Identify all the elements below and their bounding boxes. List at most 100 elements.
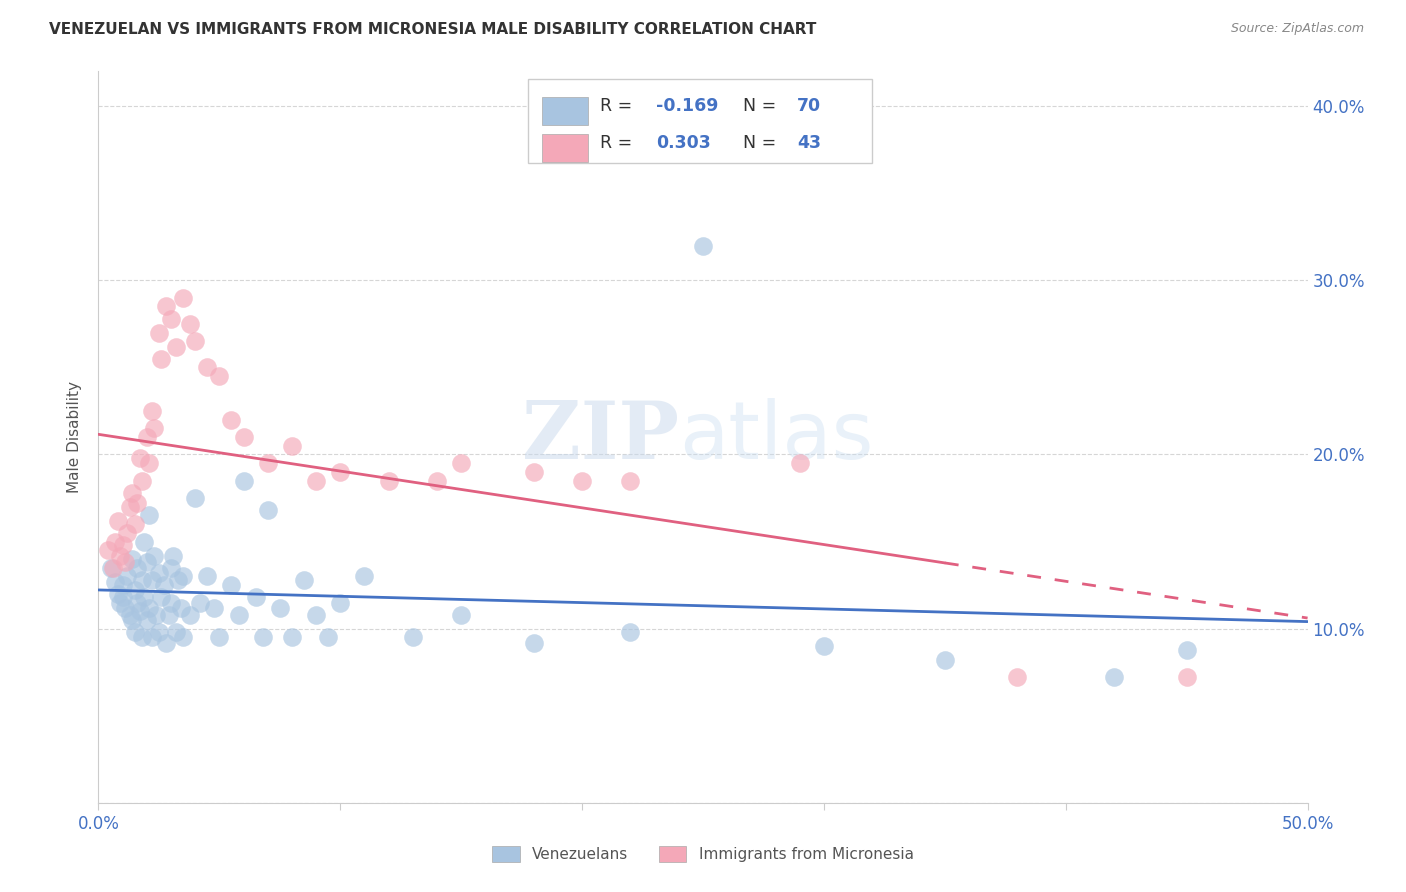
- Point: [124, 583, 146, 598]
- Bar: [527, 78, 872, 163]
- Point: [169, 600, 191, 615]
- Text: ZIP: ZIP: [522, 398, 679, 476]
- Point: [124, 625, 146, 640]
- Point: [162, 549, 184, 563]
- Point: [148, 625, 170, 640]
- Text: Source: ZipAtlas.com: Source: ZipAtlas.com: [1230, 22, 1364, 36]
- Point: [100, 560, 122, 574]
- Point: [281, 439, 304, 453]
- Point: [111, 578, 134, 592]
- Y-axis label: Male Disability: Male Disability: [67, 381, 83, 493]
- Point: [523, 465, 546, 479]
- Point: [450, 456, 472, 470]
- Point: [245, 591, 267, 605]
- Point: [1175, 642, 1198, 657]
- Point: [135, 613, 157, 627]
- Point: [138, 456, 160, 470]
- Point: [692, 238, 714, 252]
- Bar: [543, 96, 588, 125]
- Point: [204, 600, 226, 615]
- Point: [377, 474, 399, 488]
- Point: [134, 534, 156, 549]
- Point: [160, 311, 183, 326]
- Point: [450, 607, 472, 622]
- Text: 0.303: 0.303: [655, 134, 710, 152]
- Point: [134, 591, 156, 605]
- Point: [167, 573, 190, 587]
- Point: [101, 560, 124, 574]
- Point: [104, 534, 127, 549]
- Point: [127, 496, 149, 510]
- Point: [111, 538, 134, 552]
- Point: [281, 631, 304, 645]
- Text: R =: R =: [600, 96, 638, 114]
- Point: [1007, 670, 1029, 684]
- Point: [1102, 670, 1125, 684]
- Point: [619, 625, 641, 640]
- Point: [121, 552, 143, 566]
- Point: [228, 607, 250, 622]
- Point: [165, 625, 187, 640]
- Point: [127, 560, 149, 574]
- Point: [141, 573, 163, 587]
- Text: N =: N =: [742, 134, 782, 152]
- Text: N =: N =: [742, 96, 782, 114]
- Point: [141, 404, 163, 418]
- Point: [114, 556, 136, 570]
- Point: [160, 560, 183, 574]
- Point: [523, 635, 546, 649]
- Point: [135, 430, 157, 444]
- Point: [128, 450, 150, 465]
- Point: [107, 587, 129, 601]
- Point: [148, 566, 170, 580]
- Point: [97, 543, 120, 558]
- Text: -0.169: -0.169: [655, 96, 718, 114]
- Point: [152, 578, 174, 592]
- Legend: Venezuelans, Immigrants from Micronesia: Venezuelans, Immigrants from Micronesia: [486, 840, 920, 868]
- Point: [316, 631, 339, 645]
- Point: [188, 595, 211, 609]
- Point: [141, 631, 163, 645]
- Point: [114, 600, 136, 615]
- Point: [128, 604, 150, 618]
- Point: [184, 491, 207, 505]
- Point: [179, 607, 201, 622]
- Point: [292, 573, 315, 587]
- Point: [118, 607, 141, 622]
- Point: [108, 595, 131, 609]
- Point: [155, 300, 177, 314]
- Point: [135, 556, 157, 570]
- Point: [111, 591, 134, 605]
- Point: [208, 631, 231, 645]
- Point: [143, 549, 166, 563]
- Point: [150, 351, 173, 366]
- Point: [305, 474, 328, 488]
- Point: [195, 569, 218, 583]
- Point: [145, 607, 167, 622]
- Point: [172, 569, 194, 583]
- Point: [934, 653, 956, 667]
- Point: [184, 334, 207, 349]
- Text: R =: R =: [600, 134, 638, 152]
- Text: 43: 43: [797, 134, 821, 152]
- Point: [789, 456, 811, 470]
- Point: [232, 430, 254, 444]
- Point: [118, 500, 141, 514]
- Bar: [543, 134, 588, 161]
- Point: [117, 525, 139, 540]
- Point: [117, 569, 139, 583]
- Point: [195, 360, 218, 375]
- Point: [571, 474, 593, 488]
- Point: [127, 595, 149, 609]
- Point: [256, 456, 278, 470]
- Text: VENEZUELAN VS IMMIGRANTS FROM MICRONESIA MALE DISABILITY CORRELATION CHART: VENEZUELAN VS IMMIGRANTS FROM MICRONESIA…: [49, 22, 817, 37]
- Point: [157, 607, 180, 622]
- Point: [269, 600, 291, 615]
- Point: [160, 595, 183, 609]
- Point: [155, 635, 177, 649]
- Point: [138, 600, 160, 615]
- Point: [108, 549, 131, 563]
- Point: [131, 631, 153, 645]
- Point: [172, 631, 194, 645]
- Text: 70: 70: [797, 96, 821, 114]
